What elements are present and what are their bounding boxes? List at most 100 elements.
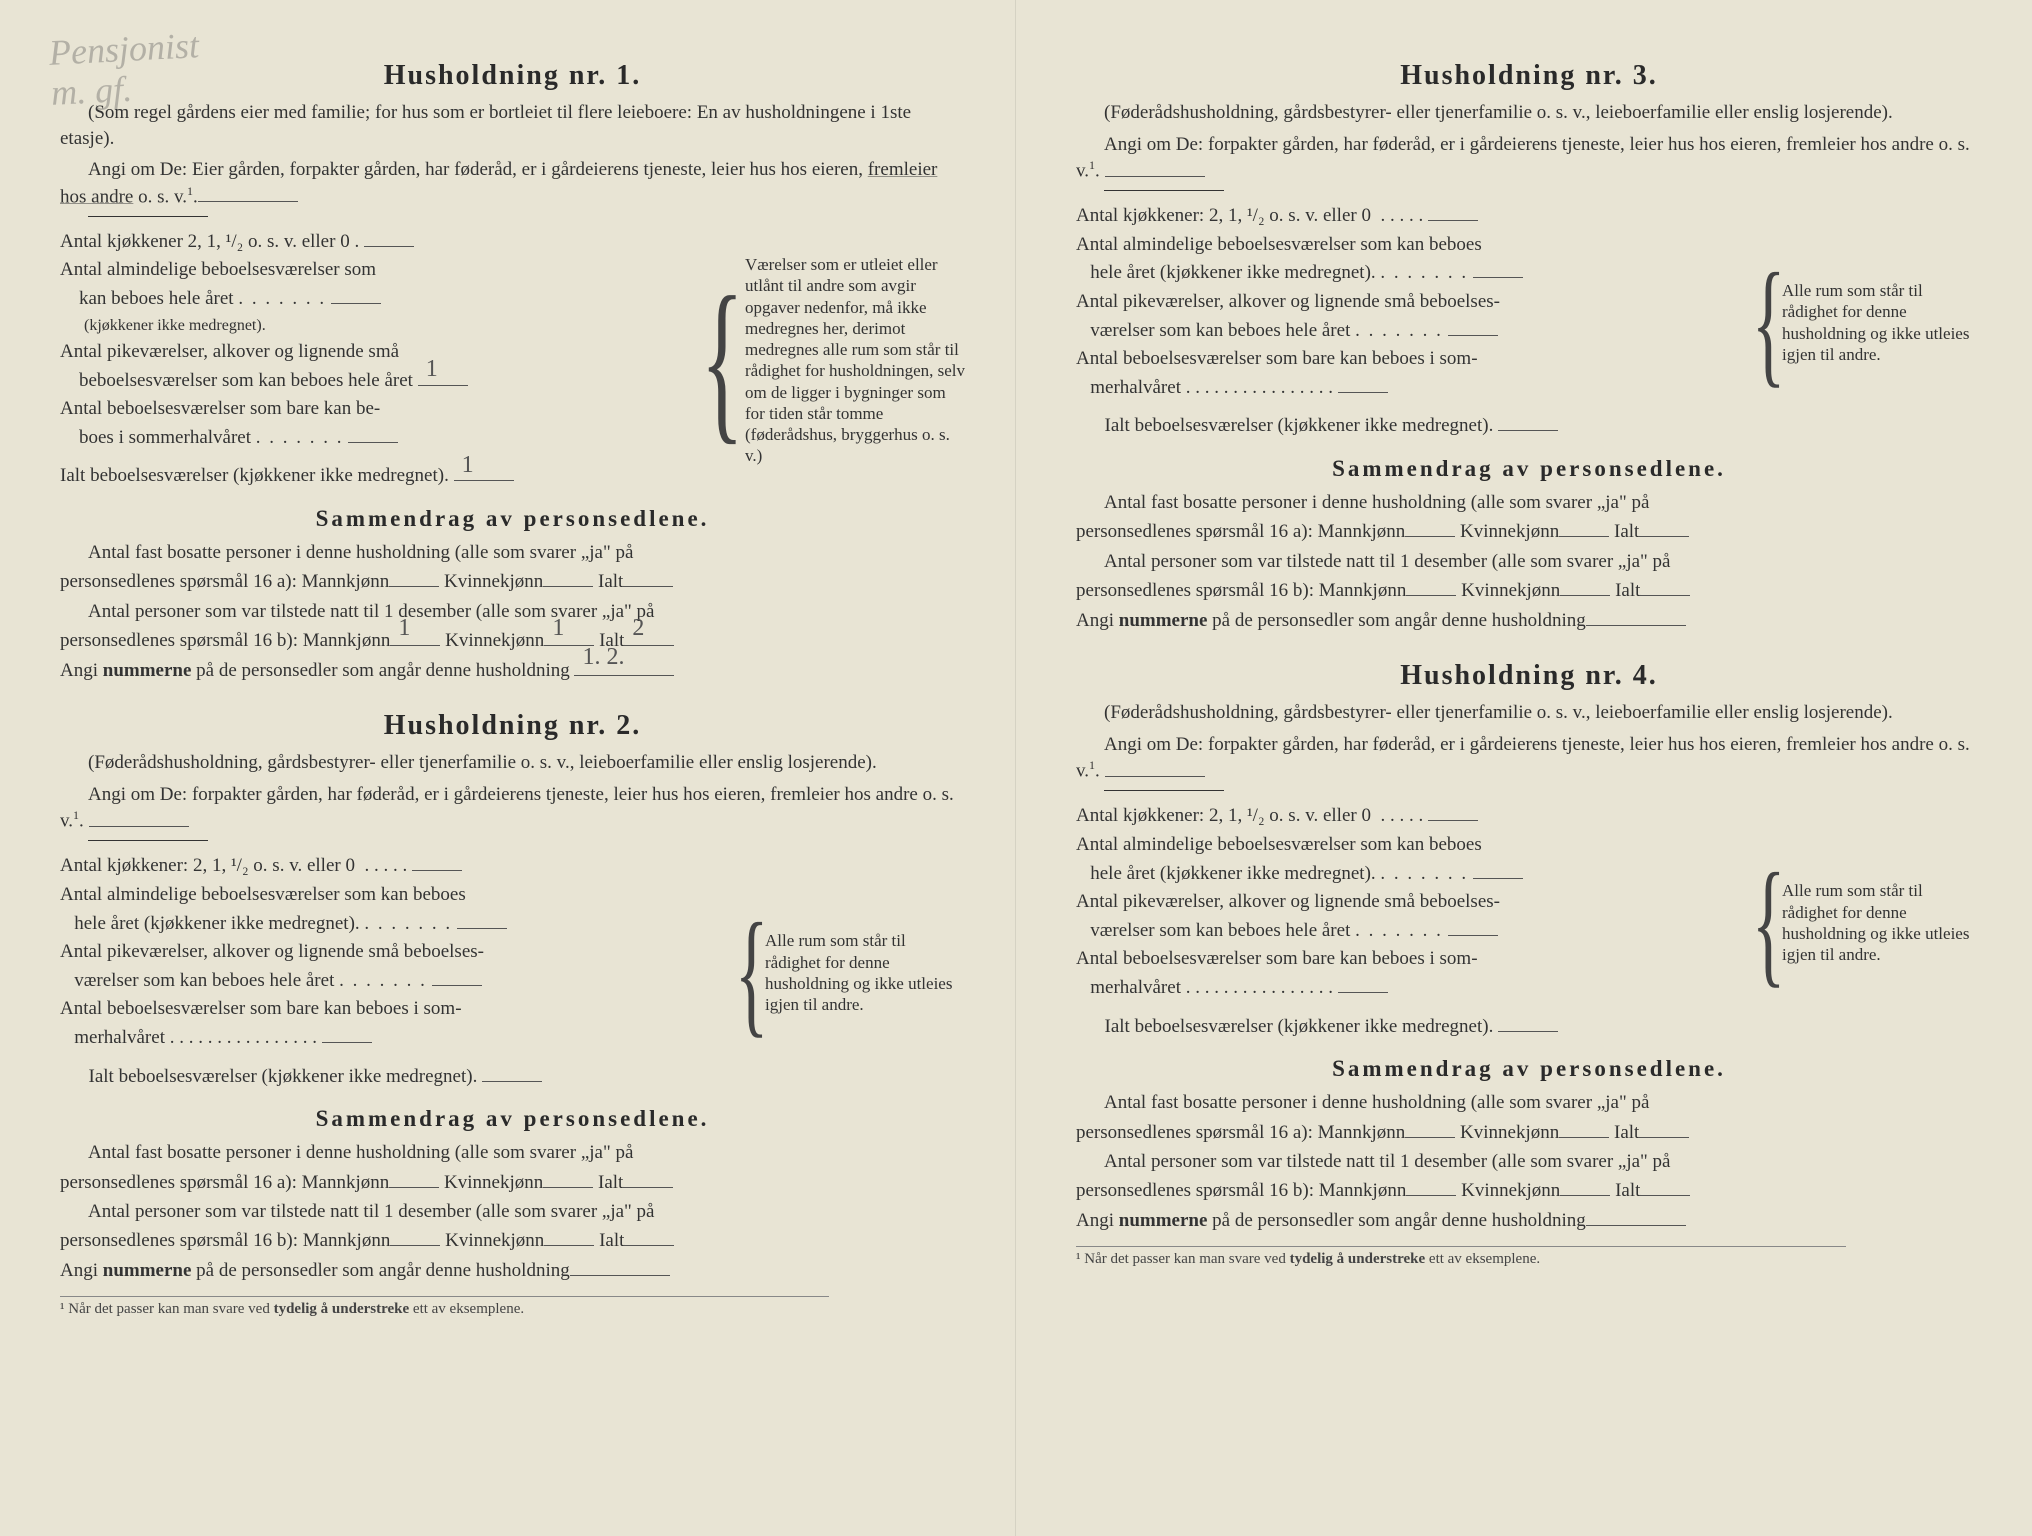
alm1-2: Antal almindelige beboelsesværelser som … (60, 882, 728, 909)
section-1-paren: (Som regel gårdens eier med familie; for… (60, 100, 965, 151)
ialt-a: Ialt (598, 571, 623, 592)
brace-4: { (1752, 803, 1786, 1042)
blank-k4b (1560, 1178, 1610, 1196)
ia-2a: Ialt (598, 1172, 623, 1193)
alm1-4: Antal almindelige beboelsesværelser som … (1076, 832, 1745, 859)
alm2-2-line: hele året (kjøkkener ikke medregnet). (60, 911, 728, 938)
section-3-paren: (Føderådshusholdning, gårdsbestyrer- ell… (1076, 100, 1982, 126)
fn-bold: tydelig å understreke (274, 1301, 410, 1317)
blank-ialt-3 (1498, 413, 1558, 431)
fast-4-1: Antal fast bosatte personer i denne hush… (1076, 1088, 1982, 1117)
til-2-2: personsedlenes spørsmål 16 b): Mannkjønn… (60, 1226, 965, 1255)
room-block-3: Antal kjøkkener: 2, 1, ¹/₂ o. s. v. elle… (1076, 203, 1982, 442)
pike2-3-line: værelser som kan beboes hele året (1076, 318, 1745, 345)
fn2-bold: tydelig å understreke (1290, 1251, 1426, 1267)
alm2-3: hele året (kjøkkener ikke medregnet). (1090, 262, 1375, 283)
angi-num-bold: nummerne (103, 660, 192, 681)
hw-numbers: 1. 2. (582, 638, 624, 676)
til2-text: personsedlenes spørsmål 16 b): Mannkjønn (60, 630, 390, 651)
room-left-4: Antal kjøkkener: 2, 1, ¹/₂ o. s. v. elle… (1076, 803, 1745, 1042)
angi-num-pre: Angi (60, 660, 103, 681)
blank-m4a (1405, 1120, 1455, 1138)
separator-1 (88, 216, 208, 217)
til-3-1: Antal personer som var tilstede natt til… (1076, 547, 1982, 576)
blank-i2b (624, 1228, 674, 1246)
section-1-angi: Angi om De: Eier gården, forpakter gårde… (60, 157, 965, 210)
blank-som (348, 425, 398, 443)
fn2-end: ett av eksemplene. (1425, 1251, 1540, 1267)
fast-4-2: personsedlenes spørsmål 16 a): Mannkjønn… (1076, 1118, 1982, 1147)
som1: Antal beboelsesværelser som bare kan be- (60, 396, 689, 423)
sup-1: 1 (187, 184, 193, 198)
blank-numbers: 1. 2. (574, 658, 674, 676)
summary-2-title: Sammendrag av personsedlene. (60, 1106, 965, 1132)
blank-som-3 (1338, 375, 1388, 393)
dots-6 (1355, 320, 1443, 341)
blank-pike-2 (432, 968, 482, 986)
blank-k2a (543, 1170, 593, 1188)
an2-bold: nummerne (103, 1260, 192, 1281)
section-3-title: Husholdning nr. 3. (1076, 60, 1982, 92)
fast-2-2: personsedlenes spørsmål 16 a): Mannkjønn… (60, 1168, 965, 1197)
alm2-4: hele året (kjøkkener ikke medregnet). (1090, 863, 1375, 884)
kjok-text: Antal kjøkkener 2, 1, ¹/₂ o. s. v. eller… (60, 231, 359, 252)
dots-1 (238, 288, 326, 309)
angi-num-1: Angi nummerne på de personsedler som ang… (60, 656, 965, 686)
an3-bold: nummerne (1119, 610, 1208, 631)
fn-end: ett av eksemplene. (409, 1301, 524, 1317)
summary-3-title: Sammendrag av personsedlene. (1076, 456, 1982, 482)
fast2-4: personsedlenes spørsmål 16 a): Mannkjønn (1076, 1122, 1405, 1143)
ia-3a: Ialt (1614, 521, 1639, 542)
blank-m2b (390, 1228, 440, 1246)
an4-end: på de personsedler som angår denne husho… (1207, 1210, 1585, 1231)
side-note-1: Værelser som er utleiet eller utlånt til… (745, 229, 965, 492)
blank-som-2 (322, 1025, 372, 1043)
blank-k4a (1559, 1120, 1609, 1138)
som2-4: merhalvåret . . . . . . . . . . . . . . … (1090, 977, 1333, 998)
pike2-4: værelser som kan beboes hele året (1090, 920, 1350, 941)
room-block-2: Antal kjøkkener: 2, 1, ¹/₂ o. s. v. elle… (60, 853, 965, 1092)
ia-2b: Ialt (599, 1230, 624, 1251)
kjok-line: Antal kjøkkener 2, 1, ¹/₂ o. s. v. eller… (60, 229, 689, 256)
brace-3: { (1752, 203, 1786, 442)
blank-m3a (1405, 519, 1455, 537)
dots-8 (1355, 920, 1443, 941)
fast-line-2: personsedlenes spørsmål 16 a): Mannkjønn… (60, 567, 965, 596)
ialt-text: Ialt beboelsesværelser (kjøkkener ikke m… (60, 465, 449, 486)
brace-wrap-3: { Alle rum som står til rådighet for den… (1755, 203, 1982, 442)
kjok-2-text: Antal kjøkkener: 2, 1, ¹/₂ o. s. v. elle… (60, 855, 355, 876)
an2-end: på de personsedler som angår denne husho… (191, 1260, 569, 1281)
som2-3: merhalvåret . . . . . . . . . . . . . . … (1090, 377, 1333, 398)
blank-kvinn-a (543, 569, 593, 587)
pike2: beboelsesværelser som kan beboes hele år… (79, 370, 413, 391)
an3-end: på de personsedler som angår denne husho… (1207, 610, 1585, 631)
fast-3-2: personsedlenes spørsmål 16 a): Mannkjønn… (1076, 517, 1982, 546)
kjok-4: Antal kjøkkener: 2, 1, ¹/₂ o. s. v. elle… (1076, 803, 1745, 830)
brace-wrap-2: { Alle rum som står til rådighet for den… (738, 853, 965, 1092)
blank-angi-4 (1105, 759, 1205, 777)
blank-ialt-b: 2 (624, 628, 674, 646)
ialt-2-line: Ialt beboelsesværelser (kjøkkener ikke m… (60, 1064, 728, 1091)
pike2-line: beboelsesværelser som kan beboes hele år… (60, 368, 689, 395)
til-4-2: personsedlenes spørsmål 16 b): Mannkjønn… (1076, 1176, 1982, 1205)
section-4-angi: Angi om De: forpakter gården, har føderå… (1076, 732, 1982, 785)
blank-alm-4 (1473, 861, 1523, 879)
summary-1-title: Sammendrag av personsedlene. (60, 506, 965, 532)
kv-4a: Kvinnekjønn (1460, 1122, 1559, 1143)
an2-pre: Angi (60, 1260, 103, 1281)
ialt-3-text: Ialt beboelsesværelser (kjøkkener ikke m… (1105, 415, 1494, 436)
angi-num-4: Angi nummerne på de personsedler som ang… (1076, 1206, 1982, 1236)
alm1-3: Antal almindelige beboelsesværelser som … (1076, 232, 1745, 259)
som1-4: Antal beboelsesværelser som bare kan beb… (1076, 946, 1745, 973)
room-left-3: Antal kjøkkener: 2, 1, ¹/₂ o. s. v. elle… (1076, 203, 1745, 442)
sup-4: 1 (1089, 758, 1095, 772)
kv-2b: Kvinnekjønn (445, 1230, 544, 1251)
side-note-2: Alle rum som står til rådighet for denne… (765, 853, 965, 1092)
fn2-pre: ¹ Når det passer kan man svare ved (1076, 1251, 1290, 1267)
kjok-2: Antal kjøkkener: 2, 1, ¹/₂ o. s. v. elle… (60, 853, 728, 880)
kvinn-b: Kvinnekjønn (445, 630, 544, 651)
page-right: Husholdning nr. 3. (Føderådshusholdning,… (1016, 0, 2032, 1536)
blank-mann-a (389, 569, 439, 587)
handwriting-line-2: m. gf. (50, 68, 133, 112)
kjok-3: Antal kjøkkener: 2, 1, ¹/₂ o. s. v. elle… (1076, 203, 1745, 230)
